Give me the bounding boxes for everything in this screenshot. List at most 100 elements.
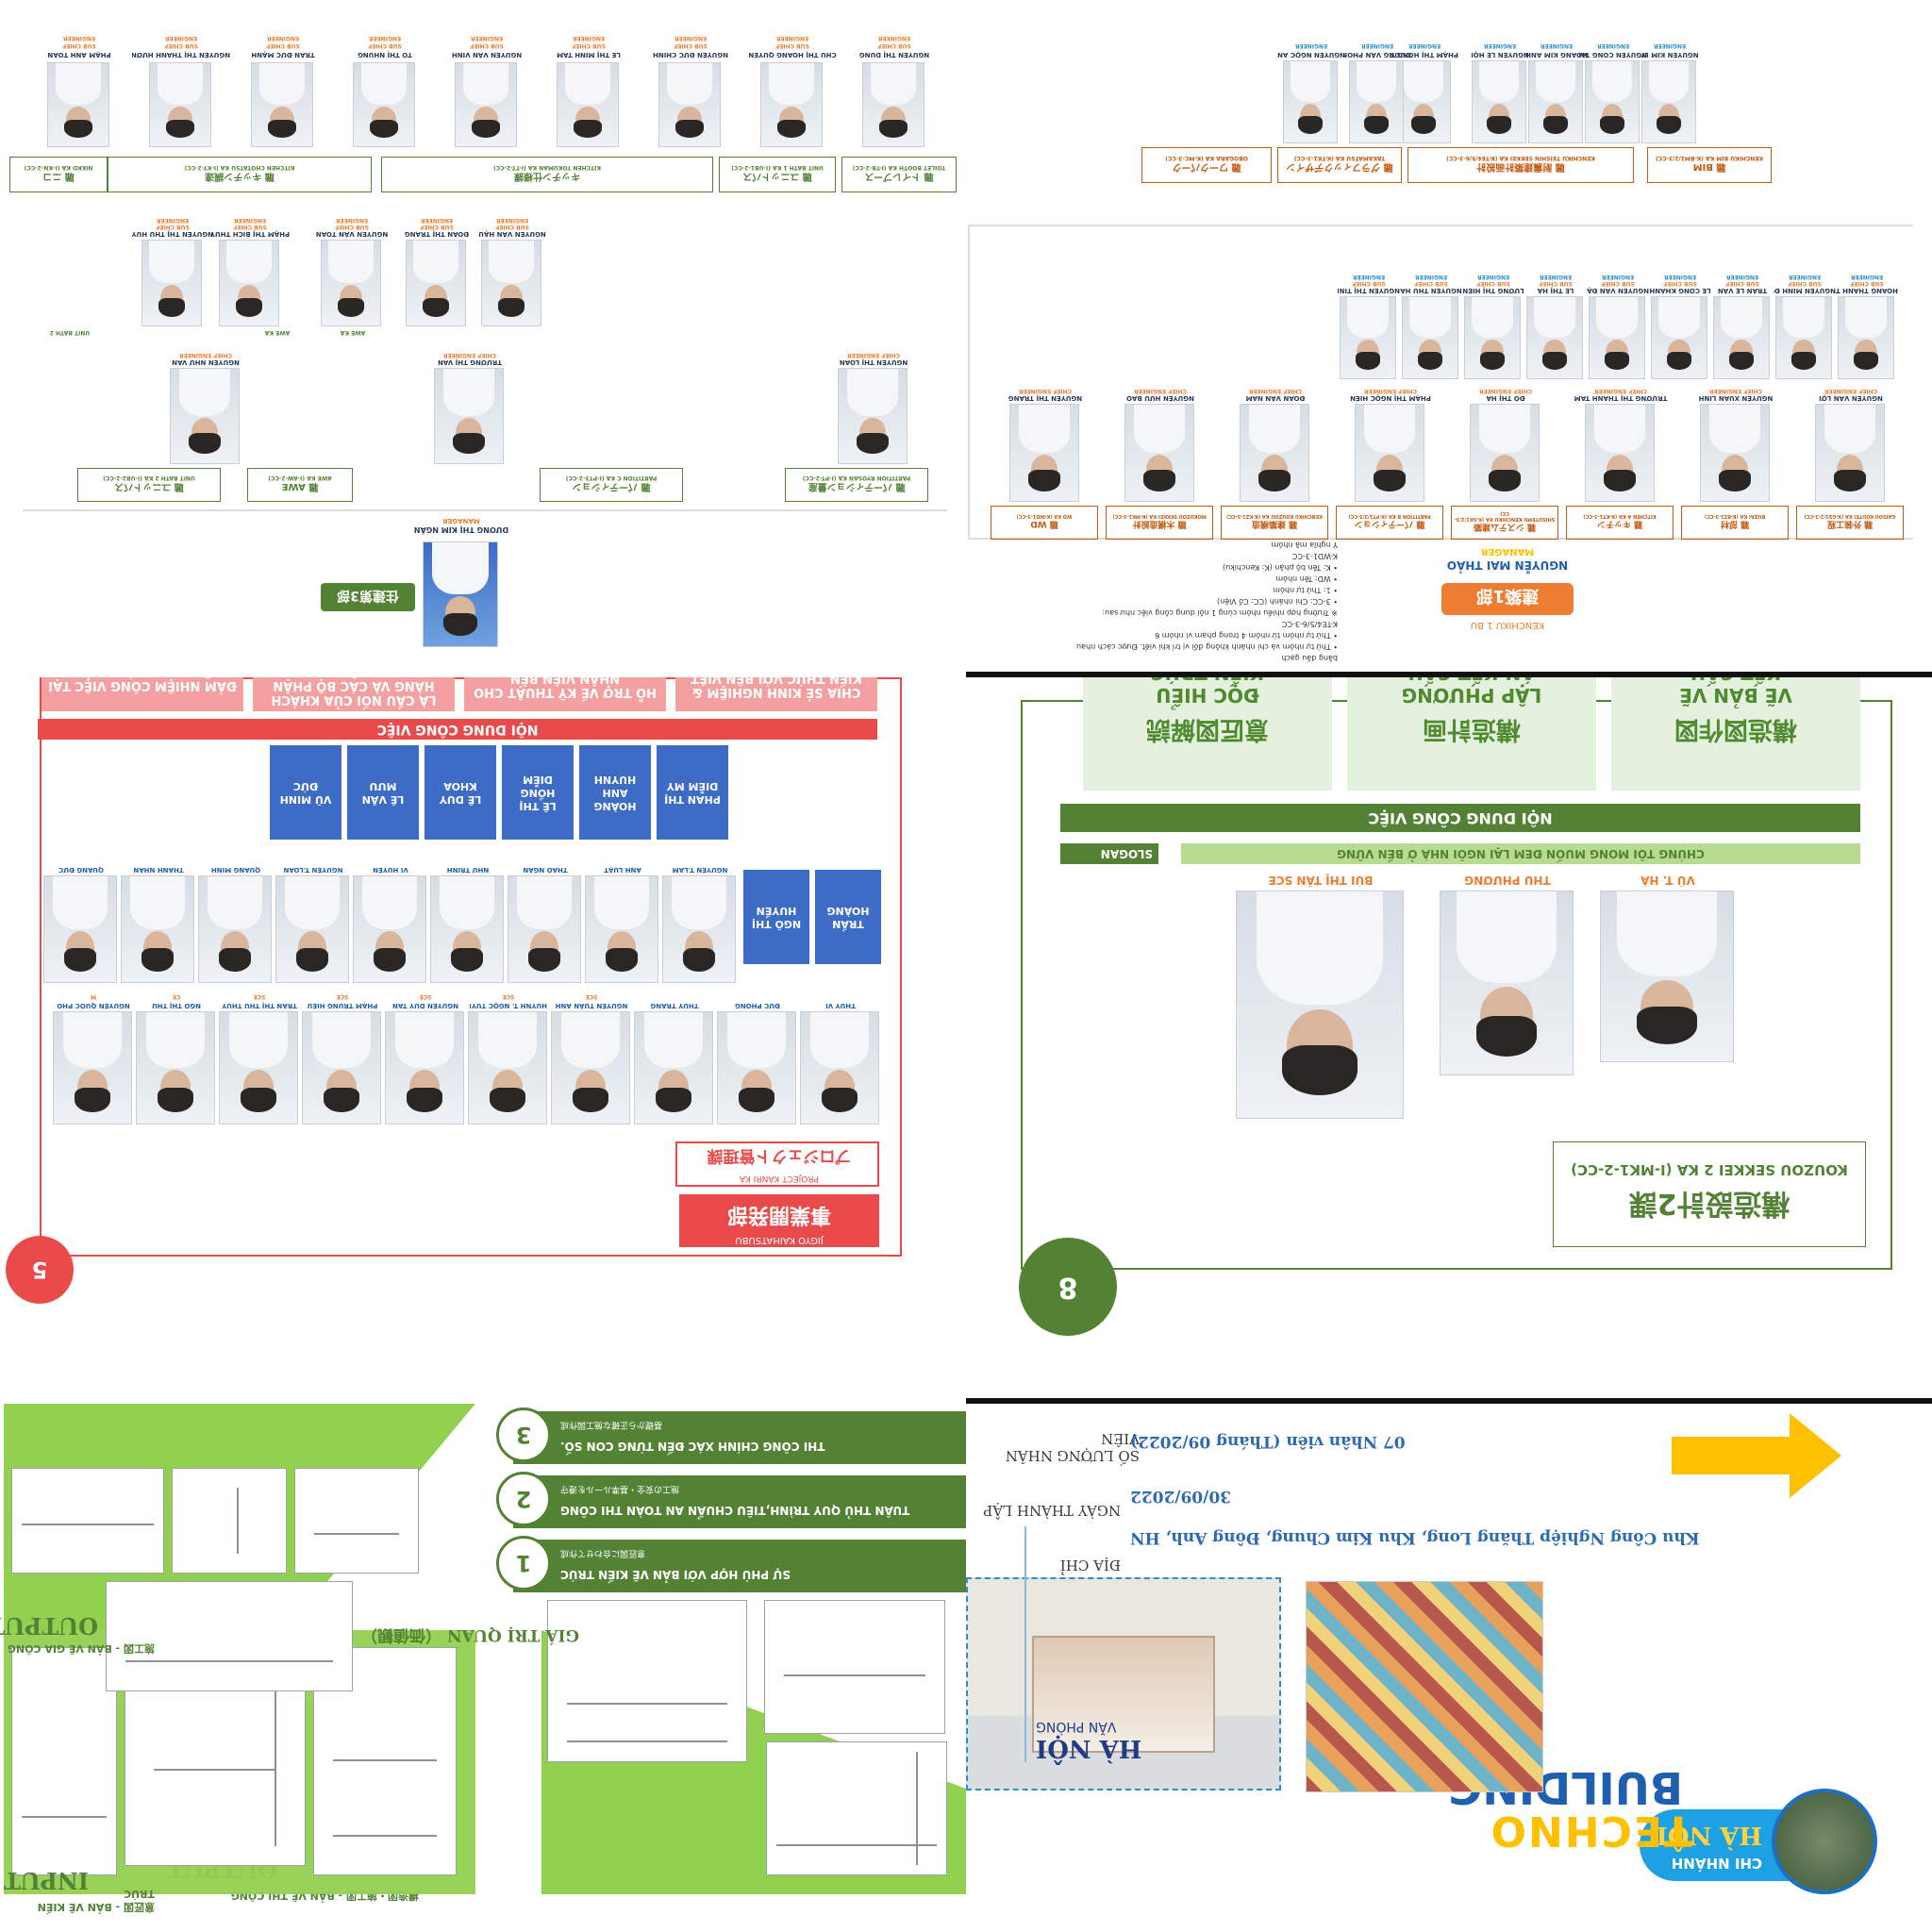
top-photo-a [557, 62, 619, 147]
task-box-3-vn2: KIẾN TRÚC [1151, 677, 1264, 685]
value-jp-1: 意匠図に合わせて作成 [560, 1548, 646, 1557]
manager-tag-b-text: 建築1部 [1475, 586, 1540, 606]
bottom-group-a-jp: 職 ユニットバス [114, 481, 184, 491]
top-photo-a-hair [879, 119, 908, 139]
bottom-group-a-jp: 職 パーティション [572, 481, 651, 491]
top-name-a: CHU THỊ HOÀNG QUYÊN [748, 51, 837, 58]
row2-name: TRẦN THỊ THU THỦY [222, 1002, 297, 1009]
top-group-a-en: TOILET BOOTH KA (I-TB-2-CC) [852, 164, 946, 171]
mid-role-a: SUB CHIEF [420, 224, 454, 230]
chief-name-b: NGUYỄN THỊ TRANG [1008, 394, 1083, 402]
top-group-b: 職 耐震建築計画設計 KENCHIKU TEISHIN SEKKEI KA (K-… [1407, 147, 1634, 183]
chief-photo-a-body [178, 369, 231, 416]
row2-photo-hair [739, 1088, 774, 1113]
row1-name: QUANG MINH [210, 866, 261, 874]
chief-photo-b [1009, 404, 1079, 502]
top-role-b: ENGINEER [1360, 42, 1394, 49]
chief-role-b: CHIEF ENGINEER [1593, 388, 1648, 394]
mid-role-b: SUB CHIEF [1414, 280, 1448, 287]
header-box-3: LÀ CẦU NỐI CỦA KHÁCH HÀNG VÀ CÁC BỘ PHẬN… [253, 677, 455, 711]
dept-outline-en: PROJECT KANRI KA [739, 1174, 820, 1183]
mid-photo-a [406, 240, 466, 326]
top-photo-b [1528, 60, 1583, 143]
chief-photo-b-hair [1258, 470, 1291, 491]
value-num-1: 1 [496, 1536, 551, 1591]
top-role-a: SUB CHIEF [164, 42, 198, 49]
top-photo-b-hair [1543, 116, 1568, 135]
top-photo-a-hair [64, 119, 92, 139]
top-photo-b-body [1403, 61, 1444, 102]
chief-name-b: NGUYỄN VĂN LỢI [1819, 394, 1883, 402]
output-top-title: OUTPUT [0, 1612, 98, 1640]
group-box-b-en: PARTITION B KA (K-PT1/2/3-CC) [1348, 513, 1431, 520]
drawing-output-b2 [764, 1600, 945, 1734]
mid-photo-b-hair [1479, 352, 1506, 371]
group-box-b: 職 木構造設計 MOKUZOU SEKKEI KA (K-MK1-3-CC) [1106, 506, 1213, 540]
chief-photo-a-hair [857, 433, 889, 454]
mid-photo-b [1464, 296, 1521, 379]
bottom-group-a: 職 ユニットバス UNIT BATH 2 KA (I-UB2-2-CC) [77, 468, 221, 502]
chief-role-b: CHIEF ENGINEER [1824, 388, 1878, 394]
top-photo-a-hair [370, 119, 398, 139]
workflow-panel: OUTPUT 構造図・施工図 - BẢN VẼ THI CÔNG INPUT 意… [0, 1404, 966, 1932]
chief-role-b: CHIEF ENGINEER [1133, 388, 1188, 394]
row2-role: SCE [502, 993, 515, 1000]
row1-name: VI HUYỀN [373, 866, 408, 874]
top-photo-b [1349, 60, 1404, 143]
chief-photo-b [1124, 404, 1194, 502]
chief-name-b: ĐỖ THỊ HÀ [1486, 394, 1525, 402]
top-photo-b-body [1356, 61, 1397, 102]
top-role2-a: ENGINEER [164, 35, 198, 42]
info-value-address: Khu Công Nghiệp Thăng Long, Khu Kim Chun… [1130, 1528, 1700, 1547]
top-name-a: NGUYỄN ĐỨC CHÍNH [652, 51, 729, 58]
mid-name-b: LÊ THỊ HÀ [1537, 287, 1574, 294]
mid-role2-b: ENGINEER [1414, 274, 1448, 280]
mid-role2-a: ENGINEER [420, 217, 454, 224]
top-photo-a [251, 62, 313, 147]
mid-photo-b-body [1471, 297, 1514, 338]
chief-name-a: NGUYỄN THỊ LOAN [839, 358, 908, 366]
group-box-b-jp: 職 システム建築 [1474, 522, 1536, 532]
task-box-1: 構造図作図 VẼ BẢN VẼ KẾT CẤU [1611, 677, 1860, 791]
row2-name: NGUYỄN DUY TÂN [392, 1002, 458, 1009]
mid-photo-a-hair [158, 298, 186, 317]
top-group-a-jp: 職 トイレブース [864, 171, 934, 181]
note-line: K-WD1-3-CC [1291, 552, 1338, 560]
top-group-a: 職 トイレブース TOILET BOOTH KA (I-TB-2-CC) [841, 157, 957, 192]
chief-name-b: NGUYỄN HỮU BẢO [1126, 394, 1194, 402]
top-role2-a: ENGINEER [62, 35, 96, 42]
row1-photo-hair [63, 948, 97, 972]
row2-photo-body [726, 1012, 787, 1068]
blue-box: LÊ VĂN MƯU [347, 745, 419, 840]
side-box-1: TRẦN HOÀNG [815, 870, 881, 964]
row1-photo-body [208, 876, 262, 929]
row1-photo-body [53, 876, 108, 929]
bottom-group-a-jp: 職 AWE [281, 481, 319, 491]
top-photo-b-body [1535, 61, 1576, 102]
chief-role-b: CHIEF ENGINEER [1478, 388, 1533, 394]
top-role2-a: ENGINEER [674, 35, 708, 42]
top-name-a: NGUYỄN THỊ DUNG [858, 51, 930, 58]
top-photo-b [1585, 60, 1640, 143]
project-team-panel: 5 事業開発部 JIGYO KAIHATSUBU プロジェクト管理課 PROJE… [0, 677, 966, 1398]
chief-photo-a-body [442, 369, 495, 416]
top-group-a: 職 キッチン調達 KITCHEN CHOTATSU KA (I-KT-2-CC) [108, 157, 372, 192]
top-photo-a-body [768, 63, 815, 105]
row2-photo-body [311, 1012, 372, 1068]
branch-subtitle: CHI NHÁNH [1671, 1855, 1762, 1872]
value-num-2: 2 [496, 1472, 551, 1526]
slogan-label: SLOGAN [1060, 843, 1158, 864]
top-photo-a [47, 62, 109, 147]
top-photo-a-body [462, 63, 509, 105]
input-sub: 意匠図 - BẢN VẼ KIẾN TRÚC [37, 1888, 155, 1913]
mid-photo-a-body [226, 241, 272, 283]
chief-photo-b-body [1133, 405, 1186, 453]
chief-photo-b-hair [1489, 470, 1521, 491]
top-photo-b-body [1648, 61, 1690, 102]
group-box-b-jp: 職 部材 [1720, 519, 1750, 529]
mid-role-b: SUB CHIEF [1601, 280, 1635, 287]
mid-name-b: NGUYỄN THỊ TÌNH [1338, 287, 1400, 294]
mid-photo-b-body [1346, 297, 1390, 338]
row2-photo-body [643, 1012, 704, 1068]
mid-photo-b [1340, 296, 1396, 379]
